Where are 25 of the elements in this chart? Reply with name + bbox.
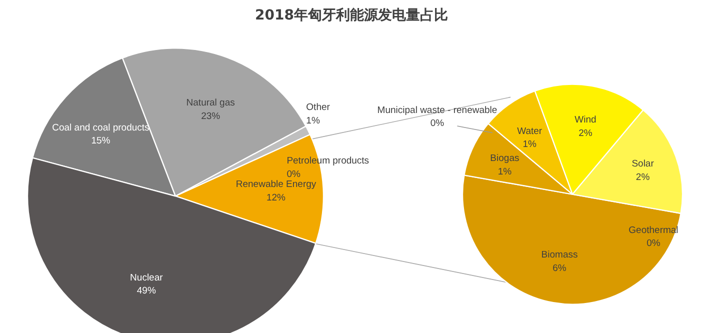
slice-label: Coal and coal products [52,122,150,134]
text: 0% [646,238,660,250]
data-label: 1% [522,139,538,150]
data-label: 2% [636,172,650,183]
chart-title: 2018年匈牙利能源发电量占比 [255,8,448,24]
text: 0% [286,168,300,180]
slice-label: Natural gas [186,98,236,109]
data-label: 15% [91,136,111,147]
slice-label: Nuclear [130,272,163,284]
data-label: 6% [552,262,567,274]
data-label: 1% [498,166,512,178]
text: 0% [430,118,444,129]
data-label: 23% [201,110,221,122]
slice-label: Water [517,126,542,138]
data-label: 2% [578,128,593,139]
slice-label: Other [306,102,330,114]
slice-label: Solar [632,158,654,170]
slice-label: Biomass [541,250,578,261]
data-label: 49% [136,285,156,296]
data-label: 12% [266,192,286,204]
category-label: Municipal waste - renewable [377,104,498,116]
slice-label: Renewable Energy [236,179,316,190]
slice-label: Biogas [490,153,520,164]
slice-label: Wind [574,114,596,126]
data-label: 1% [306,115,320,126]
